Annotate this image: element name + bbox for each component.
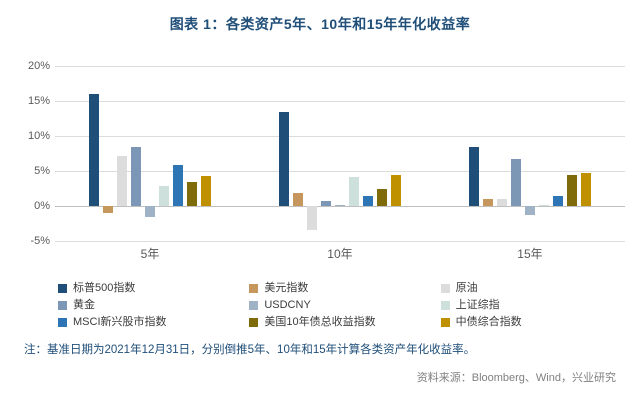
gridline — [55, 66, 625, 67]
y-tick-label: 5% — [34, 165, 50, 177]
plot-area — [55, 66, 625, 242]
legend-item: 标普500指数 — [58, 282, 245, 294]
gridline — [55, 241, 625, 242]
bar — [117, 155, 127, 206]
legend-marker — [440, 317, 450, 327]
chart-legend: 标普500指数 美元指数 原油黄金 USDCNY 上证综指 MSCI新兴股市指数 美国10年… — [58, 282, 628, 328]
bar — [335, 205, 345, 206]
bar — [553, 195, 563, 206]
x-category-label: 10年 — [327, 247, 353, 261]
y-tick-label: 10% — [27, 130, 50, 142]
legend-marker — [58, 300, 67, 310]
bar — [201, 175, 211, 206]
bar — [103, 206, 113, 213]
y-tick-label: 0% — [34, 200, 50, 212]
bar — [377, 188, 387, 206]
legend-item: 美元指数 — [249, 282, 436, 294]
bar — [469, 147, 479, 206]
bar — [159, 185, 169, 206]
bar — [497, 199, 507, 206]
bar — [511, 159, 521, 206]
legend-marker — [249, 300, 259, 310]
zero-gridline — [55, 206, 625, 207]
legend-label: 标普500指数 — [73, 282, 136, 294]
bar — [581, 173, 591, 206]
y-axis: 20% 15% 10% 5% 0% -5% — [8, 60, 50, 247]
bar — [293, 192, 303, 206]
bar — [307, 206, 317, 230]
legend-item: MSCI新兴股市指数 — [58, 316, 245, 328]
bar — [391, 175, 401, 206]
bar — [89, 94, 99, 206]
bar — [483, 199, 493, 206]
gridline — [55, 101, 625, 102]
bar — [539, 204, 549, 206]
legend-marker — [440, 283, 450, 293]
bar — [173, 164, 183, 206]
bar — [279, 112, 289, 206]
x-axis-labels: 5年 10年 15年 — [55, 245, 625, 262]
y-tick-label: -5% — [30, 235, 50, 247]
y-tick-label: 20% — [27, 60, 50, 72]
legend-label: 中债综合指数 — [455, 316, 522, 328]
legend-item: 中债综合指数 — [440, 316, 628, 328]
legend-label: 上证综指 — [455, 299, 500, 311]
chart-area: 5年 10年 15年 — [55, 66, 625, 262]
gridline — [55, 136, 625, 137]
bar — [131, 147, 141, 206]
footnote: 注：基准日期为2021年12月31日，分别倒推5年、10年和15年计算各类资产年… — [24, 344, 476, 356]
legend-label: USDCNY — [264, 299, 311, 311]
bar — [349, 177, 359, 206]
bar — [145, 206, 155, 218]
y-tick-label: 15% — [27, 95, 50, 107]
chart-title: 图表 1：各类资产5年、10年和15年年化收益率 — [169, 16, 471, 32]
data-source: 资料来源：Bloomberg、Wind，兴业研究 — [416, 372, 616, 384]
bar — [363, 196, 373, 206]
legend-label: 原油 — [455, 282, 478, 294]
bar — [525, 206, 535, 216]
legend-label: 美国10年债总收益指数 — [264, 316, 376, 328]
x-category-label: 15年 — [517, 247, 543, 261]
legend-marker — [440, 300, 450, 310]
legend-marker — [58, 317, 67, 327]
legend-item: 黄金 — [58, 299, 245, 311]
legend-marker — [249, 283, 259, 293]
legend-item: 上证综指 — [440, 299, 628, 311]
legend-item: 美国10年债总收益指数 — [249, 316, 436, 328]
bar — [187, 182, 197, 206]
bar — [321, 201, 331, 206]
legend-label: 黄金 — [73, 299, 95, 311]
legend-label: 美元指数 — [264, 282, 309, 294]
legend-item: USDCNY — [249, 299, 436, 311]
legend-item: 原油 — [440, 282, 628, 294]
legend-marker — [249, 317, 259, 327]
legend-label: MSCI新兴股市指数 — [73, 316, 167, 328]
x-category-label: 5年 — [140, 247, 160, 261]
legend-marker — [58, 283, 67, 293]
gridline — [55, 171, 625, 172]
bar — [567, 175, 577, 206]
